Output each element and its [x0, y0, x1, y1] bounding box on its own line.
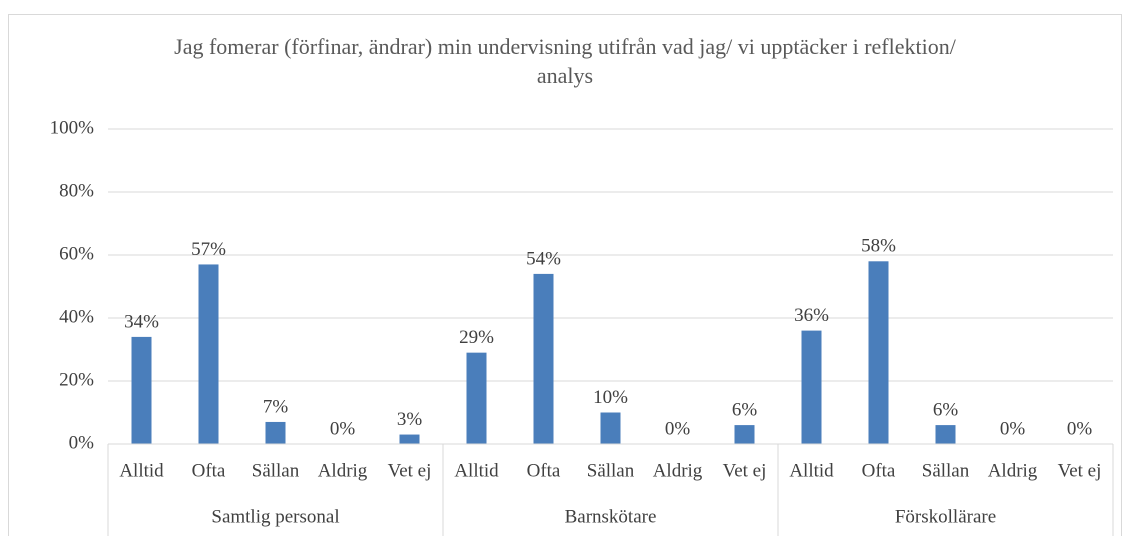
x-tick-label: Sällan — [922, 460, 970, 481]
x-tick-label: Alltid — [119, 460, 164, 481]
x-tick-label: Ofta — [192, 460, 226, 481]
y-tick-label: 100% — [50, 117, 95, 138]
bar — [533, 273, 554, 444]
chart-title: Jag fomerar (förfinar, ändrar) min under… — [174, 34, 956, 88]
x-tick-label: Ofta — [527, 460, 561, 481]
data-label: 57% — [191, 239, 226, 260]
data-label: 0% — [1067, 418, 1093, 439]
y-tick-label: 40% — [59, 306, 94, 327]
bar — [198, 264, 219, 444]
data-label: 54% — [526, 248, 561, 269]
data-label: 0% — [665, 418, 691, 439]
x-tick-label: Alltid — [454, 460, 499, 481]
x-tick-label: Alltid — [789, 460, 834, 481]
x-tick-label: Aldrig — [653, 460, 703, 481]
group-label: Barnskötare — [565, 506, 657, 527]
data-label: 0% — [1000, 418, 1026, 439]
data-label: 6% — [732, 399, 758, 420]
x-tick-label: Aldrig — [318, 460, 368, 481]
chart-border — [8, 14, 1122, 536]
x-tick-label: Vet ej — [1058, 460, 1102, 481]
y-tick-label: 20% — [59, 369, 94, 390]
data-label: 6% — [933, 399, 959, 420]
bar — [131, 336, 152, 444]
bar — [466, 352, 487, 444]
data-label: 0% — [330, 418, 356, 439]
data-label: 3% — [397, 409, 423, 430]
bar — [399, 434, 420, 444]
x-tick-label: Vet ej — [723, 460, 767, 481]
y-tick-label: 60% — [59, 243, 94, 264]
group-label: Förskollärare — [895, 506, 996, 527]
x-tick-label: Ofta — [862, 460, 896, 481]
y-tick-label: 0% — [69, 432, 95, 453]
bar — [868, 261, 889, 444]
data-label: 34% — [124, 311, 159, 332]
data-label: 7% — [263, 396, 289, 417]
data-label: 10% — [593, 387, 628, 408]
x-tick-label: Vet ej — [388, 460, 432, 481]
bar — [734, 425, 755, 444]
x-tick-label: Aldrig — [988, 460, 1038, 481]
bar — [935, 425, 956, 444]
bar — [600, 412, 621, 444]
data-label: 58% — [861, 236, 896, 257]
data-label: 29% — [459, 327, 494, 348]
y-tick-label: 80% — [59, 180, 94, 201]
bar — [265, 421, 286, 444]
bar — [801, 330, 822, 444]
data-label: 36% — [794, 305, 829, 326]
group-label: Samtlig personal — [211, 506, 339, 527]
x-tick-label: Sällan — [587, 460, 635, 481]
x-tick-label: Sällan — [252, 460, 300, 481]
